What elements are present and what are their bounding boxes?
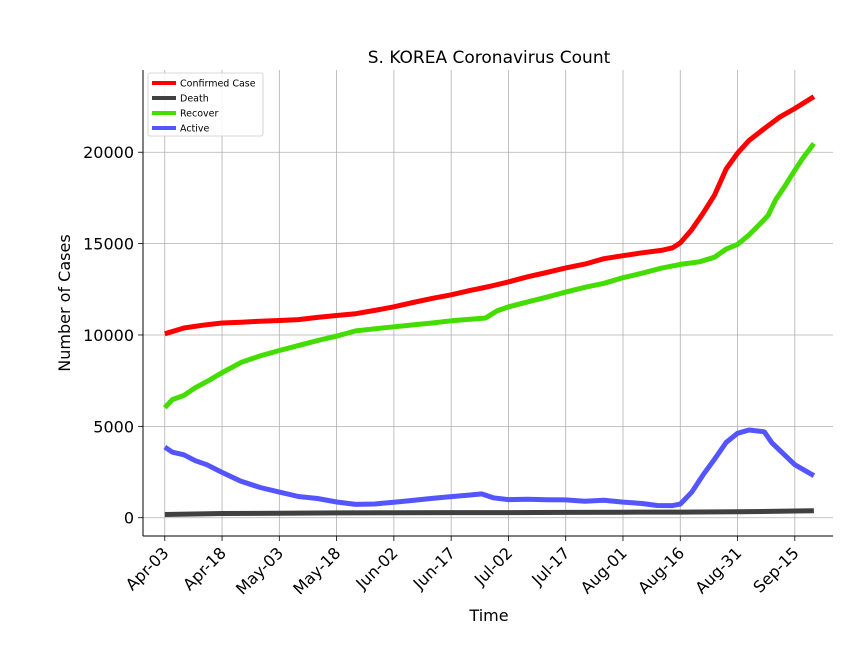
axes — [142, 70, 833, 537]
legend-box — [147, 72, 264, 137]
x-tick-label: Jul-17 — [527, 543, 573, 589]
x-tick-label: May-18 — [289, 543, 344, 598]
y-tick-label: 20000 — [83, 143, 134, 162]
legend-label: Confirmed Case — [180, 79, 256, 90]
series-layer — [162, 94, 816, 517]
y-tick-label: 15000 — [83, 235, 134, 254]
x-axis-title: Time — [468, 606, 508, 625]
legend: Confirmed Case Death Recover Active — [147, 72, 264, 137]
x-axis-ticks: Apr-03 Apr-18 May-03 May-18 Jun-02 Jun-17 Jul-… — [122, 536, 803, 599]
x-tick-label: Aug-16 — [634, 543, 688, 597]
x-tick-label: Apr-18 — [179, 543, 230, 594]
x-tick-label: Aug-31 — [691, 543, 745, 597]
series-line-recover — [162, 141, 816, 410]
x-tick-label: Aug-01 — [577, 543, 631, 597]
legend-label: Active — [180, 124, 210, 135]
y-tick-label: 10000 — [83, 326, 134, 345]
y-tick-label: 0 — [124, 509, 134, 528]
y-axis-ticks: 0 5000 10000 15000 20000 — [83, 143, 143, 528]
series-line-confirmed-case — [164, 94, 816, 337]
legend-label: Death — [180, 94, 209, 105]
series-line-death — [164, 508, 814, 517]
x-tick-label: Jun-17 — [409, 543, 459, 593]
x-tick-label: Jun-02 — [351, 543, 401, 593]
y-axis-title: Number of Cases — [55, 234, 74, 371]
chart-title: S. KOREA Coronavirus Count — [368, 48, 611, 68]
series-line-active — [163, 427, 816, 509]
x-tick-label: Jul-02 — [470, 543, 516, 589]
x-tick-label: May-03 — [232, 543, 287, 598]
legend-label: Recover — [180, 109, 219, 120]
x-tick-label: Sep-15 — [749, 543, 802, 596]
grid-lines — [143, 70, 833, 536]
y-tick-label: 5000 — [93, 417, 134, 436]
x-tick-label: Apr-03 — [122, 543, 173, 594]
